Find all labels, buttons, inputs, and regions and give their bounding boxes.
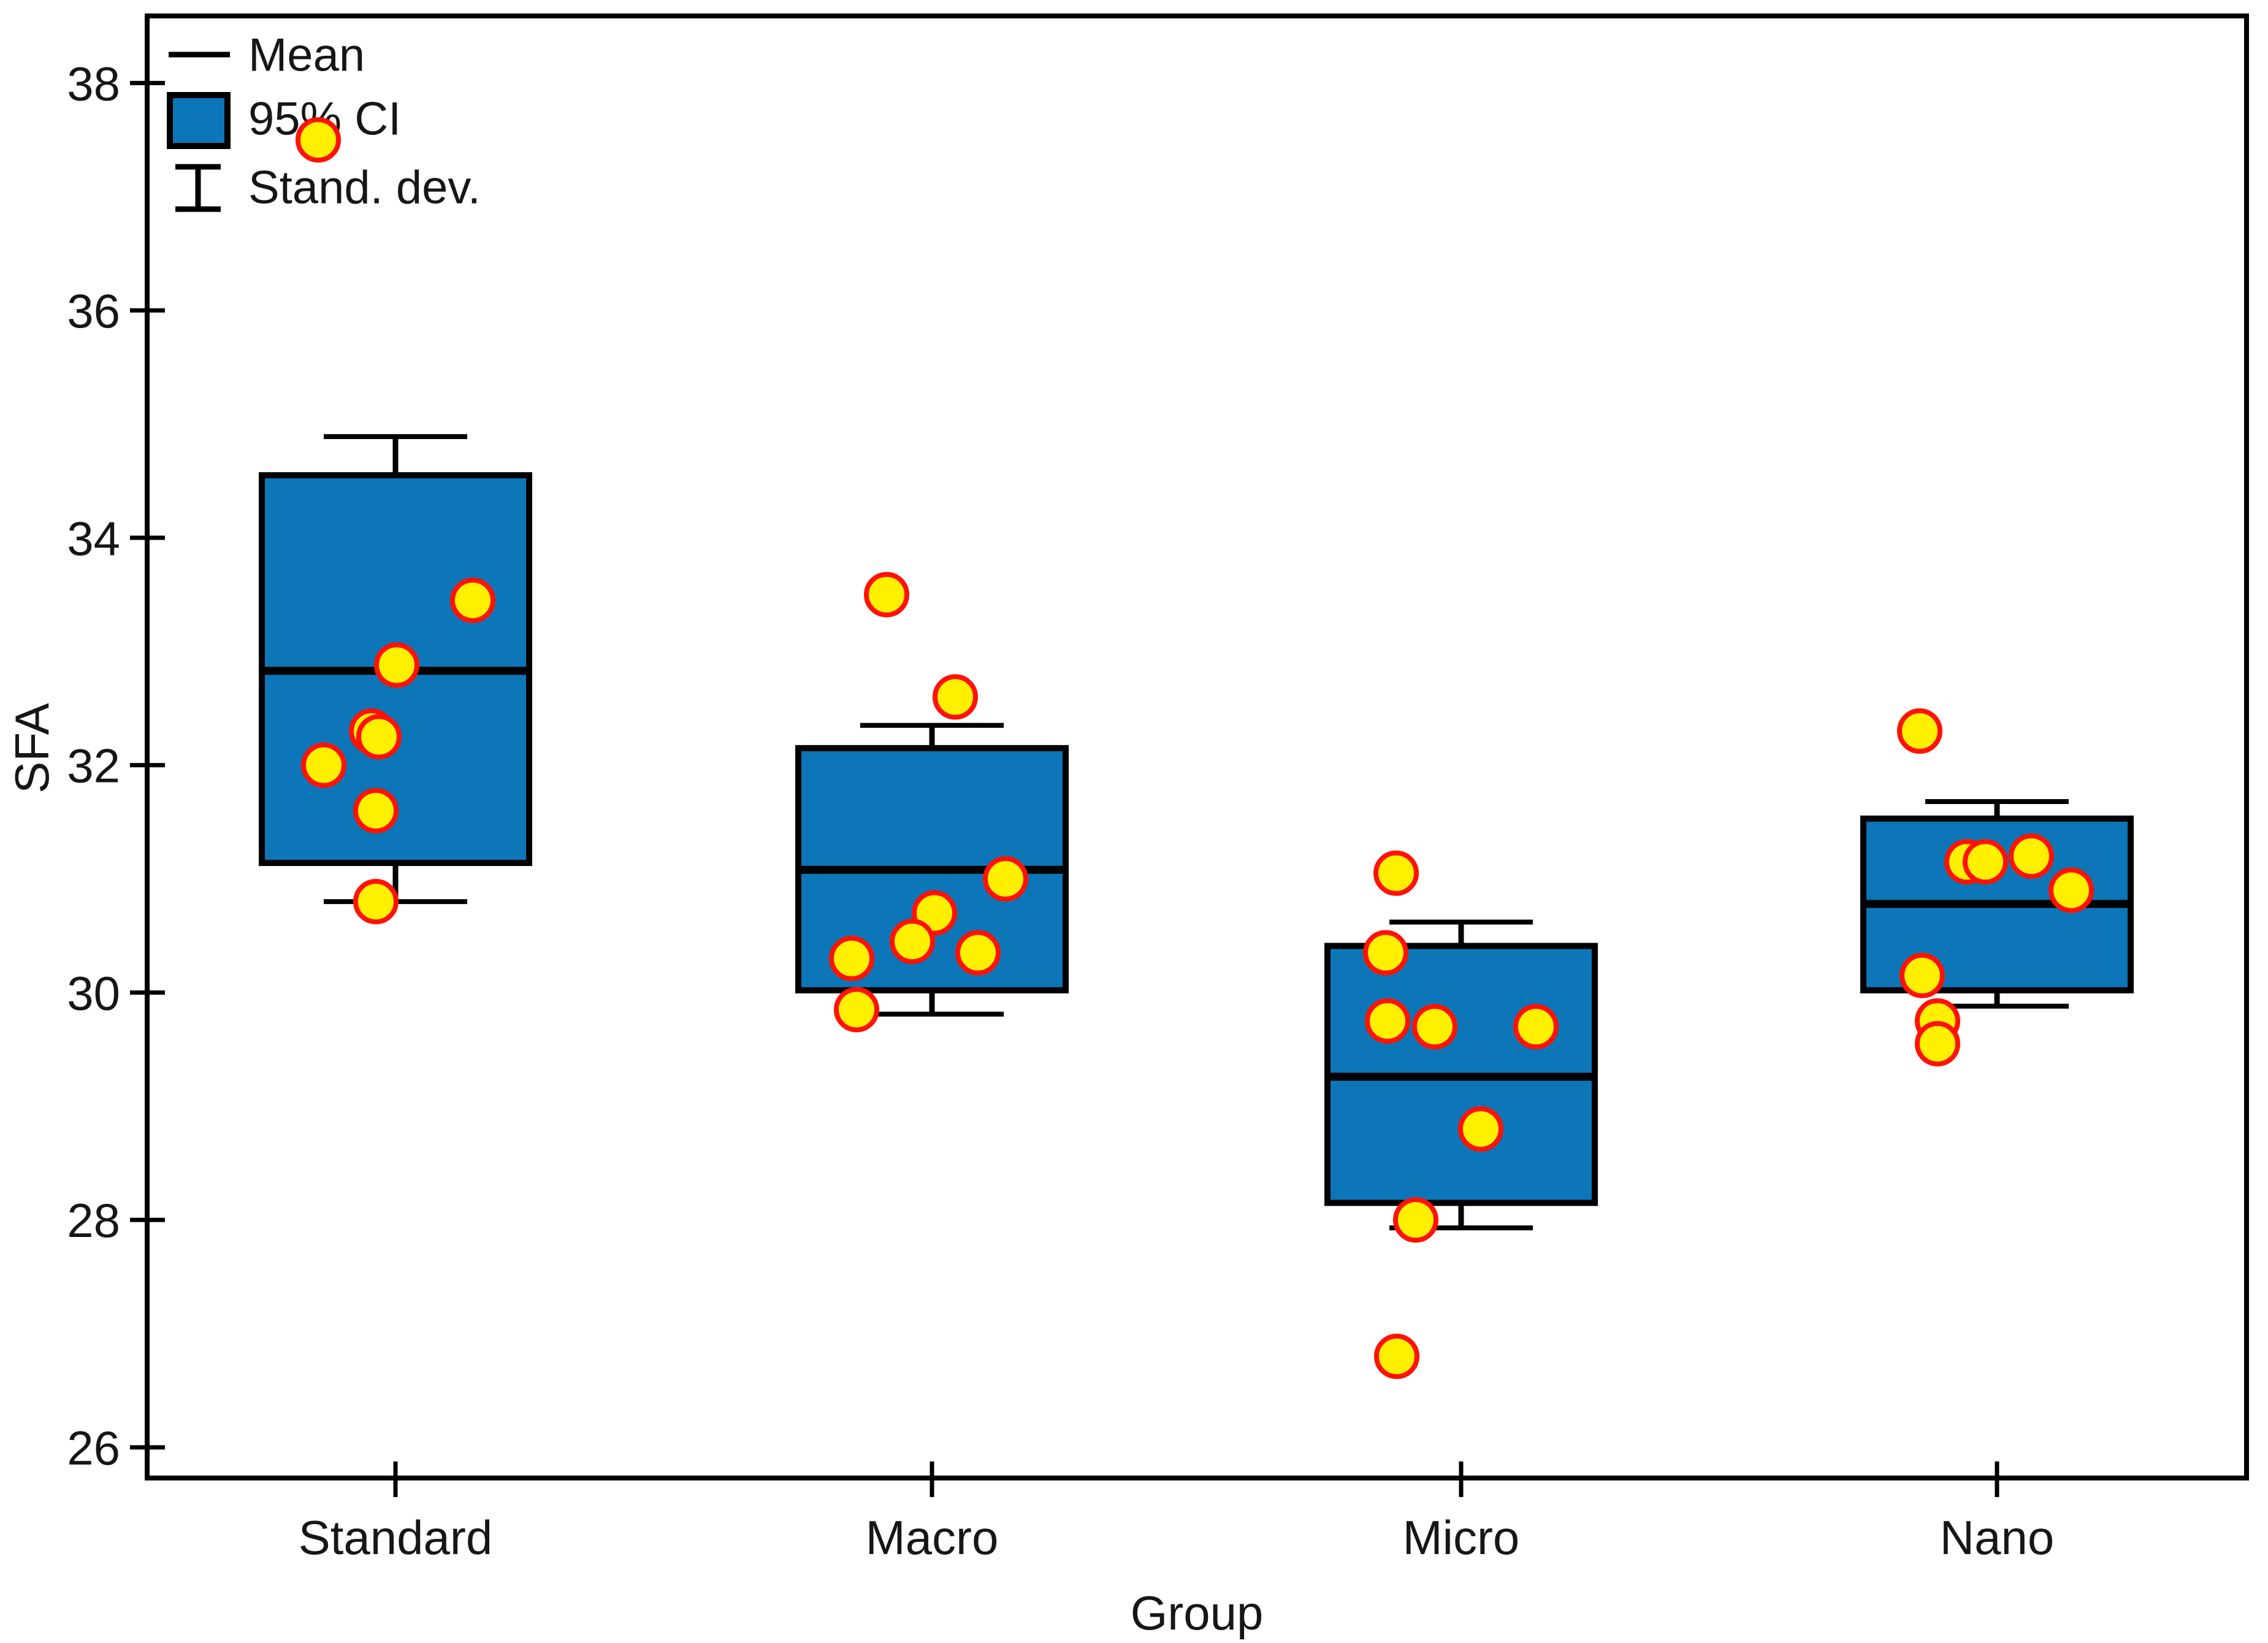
data-point-micro	[1363, 930, 1408, 976]
data-point-micro	[1373, 850, 1419, 896]
data-point-standard	[353, 787, 399, 833]
data-point-micro	[1412, 1004, 1457, 1050]
y-tick-label-36: 36	[67, 284, 120, 338]
x-tick-label-nano: Nano	[1940, 1511, 2054, 1564]
plot-frame	[145, 13, 2249, 1480]
data-point-nano	[1963, 839, 2008, 885]
data-point-micro	[1513, 1004, 1559, 1050]
x-tick-label-macro: Macro	[866, 1511, 999, 1564]
data-point-macro	[829, 935, 874, 981]
x-tick-label-standard: Standard	[299, 1511, 493, 1564]
y-tick-label-26: 26	[67, 1421, 120, 1475]
data-point-macro	[864, 572, 909, 618]
data-point-macro	[834, 987, 879, 1033]
data-point-macro	[933, 674, 978, 720]
data-point-macro	[955, 930, 1001, 976]
data-point-micro	[1393, 1197, 1438, 1243]
data-point-nano	[1900, 952, 1945, 998]
x-tick-label-micro: Micro	[1403, 1511, 1520, 1564]
data-point-standard	[353, 879, 399, 925]
data-point-micro	[1365, 998, 1410, 1044]
data-point-macro	[890, 919, 935, 965]
data-point-macro	[983, 856, 1028, 902]
y-tick-label-30: 30	[67, 966, 120, 1020]
data-point-micro	[1374, 1333, 1419, 1379]
y-tick-label-38: 38	[67, 56, 120, 110]
legend-label-stand-dev: Stand. dev.	[248, 161, 481, 214]
y-tick-label-28: 28	[67, 1193, 120, 1247]
y-tick-label-32: 32	[67, 739, 120, 793]
x-axis-title: Group	[1130, 1586, 1264, 1640]
legend-label-mean: Mean	[248, 29, 365, 82]
data-point-micro	[1458, 1106, 1503, 1152]
data-point-standard	[301, 742, 346, 788]
data-point-nano	[2048, 867, 2094, 913]
data-point-standard	[296, 117, 341, 163]
data-point-standard	[356, 714, 402, 760]
data-point-standard	[450, 577, 495, 623]
data-point-nano	[2009, 833, 2054, 879]
data-point-nano	[1915, 1021, 1960, 1067]
data-point-standard	[374, 642, 419, 688]
y-tick-label-34: 34	[67, 511, 120, 565]
legend-ci-box-glyph	[167, 92, 231, 149]
data-point-nano	[1897, 708, 1942, 754]
